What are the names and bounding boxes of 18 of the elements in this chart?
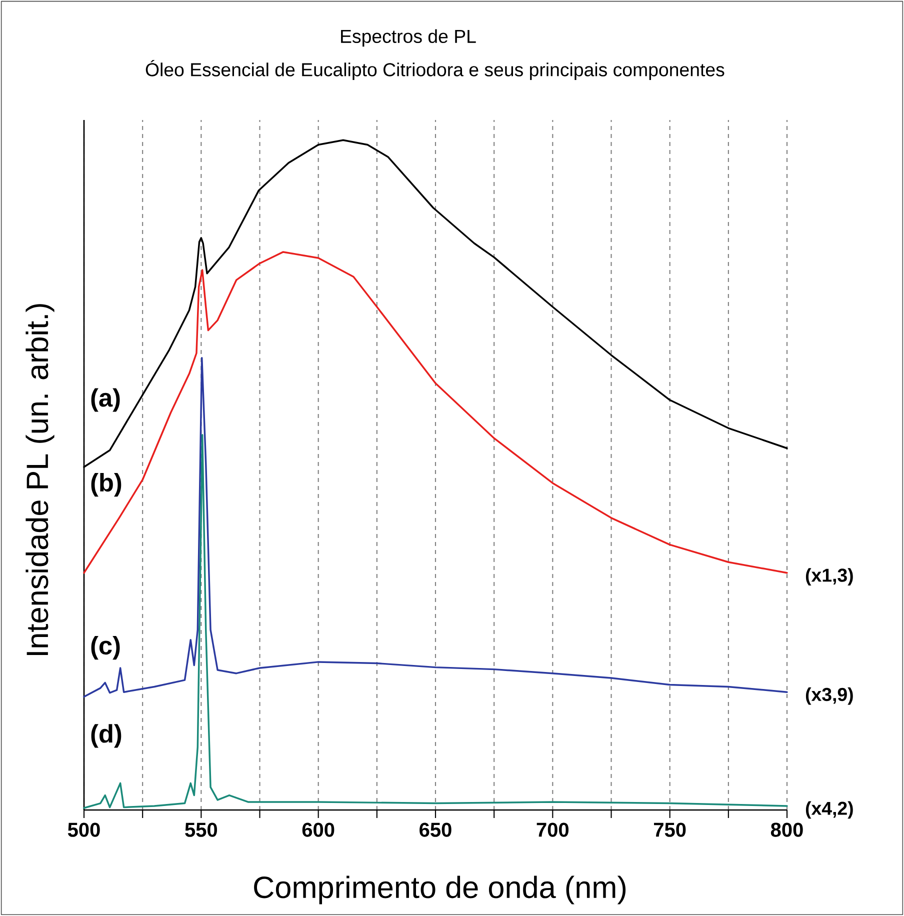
x-tick-label: 650 [420, 822, 452, 837]
text: (x3,9) [806, 687, 853, 705]
x-axis-title: Comprimento de onda (nm) [254, 876, 626, 904]
x-tick-label: 800 [770, 822, 803, 837]
y-axis-title: Intensidade PL (un. arbit.) [26, 304, 54, 656]
series-label: (b) [91, 473, 122, 497]
series-label: (c) [91, 636, 120, 660]
x-tick-label: 750 [654, 822, 686, 837]
x-tick-label: 700 [536, 822, 569, 837]
x-tick-label: 500 [68, 822, 100, 837]
text: (x1,3) [806, 568, 853, 586]
series-label: (d) [91, 724, 122, 748]
text: (x4,2) [806, 801, 853, 819]
x-tick-label: 600 [302, 822, 334, 837]
chart-subtitle: Óleo Essencial de Eucalipto Citriodora e seus principais componentes [146, 60, 724, 80]
x-tick-label: 550 [185, 822, 218, 837]
chart-title: Espectros de PL [341, 29, 476, 47]
series-label: (a) [91, 388, 120, 412]
